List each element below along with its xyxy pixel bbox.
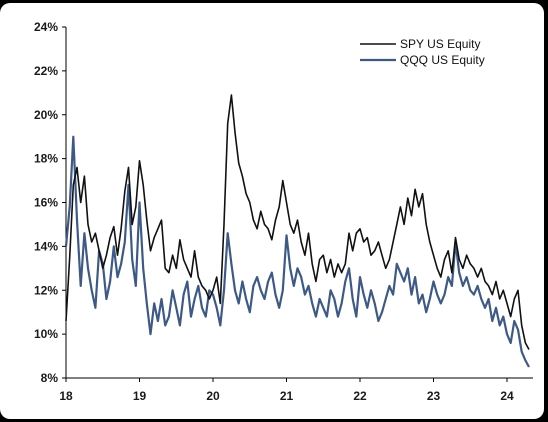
y-tick-label: 10% — [34, 327, 58, 341]
x-tick-label: 20 — [206, 389, 220, 403]
x-tick-label: 21 — [280, 389, 294, 403]
y-tick-label: 22% — [34, 64, 58, 78]
x-tick-label: 19 — [133, 389, 147, 403]
y-tick-label: 18% — [34, 152, 58, 166]
series-line-qqq — [64, 135, 530, 368]
x-tick-label: 24 — [500, 389, 514, 403]
series-line-spy — [65, 94, 530, 350]
x-tick-label: 18 — [59, 389, 73, 403]
x-tick-label: 23 — [427, 389, 441, 403]
line-chart: 8% 10% 12% 14% 16% 18% 20% 22% 24% 18 19 20 21 22 23 2… — [34, 20, 533, 403]
chart-legend: SPY US Equity QQQ US Equity — [360, 37, 485, 67]
y-axis-ticks: 8% 10% 12% 14% 16% 18% 20% 22% 24% — [34, 20, 66, 385]
y-tick-label: 16% — [34, 196, 58, 210]
y-tick-label: 12% — [34, 283, 58, 297]
y-tick-label: 8% — [41, 371, 59, 385]
x-axis-ticks: 18 19 20 21 22 23 24 — [59, 378, 514, 403]
legend-label-spy: SPY US Equity — [400, 37, 480, 51]
y-tick-label: 24% — [34, 20, 58, 34]
legend-label-qqq: QQQ US Equity — [400, 53, 485, 67]
x-tick-label: 22 — [353, 389, 367, 403]
series-lines — [64, 94, 530, 368]
y-tick-label: 14% — [34, 239, 58, 253]
y-tick-label: 20% — [34, 108, 58, 122]
chart-card: 8% 10% 12% 14% 16% 18% 20% 22% 24% 18 19 20 21 22 23 2… — [0, 3, 544, 419]
